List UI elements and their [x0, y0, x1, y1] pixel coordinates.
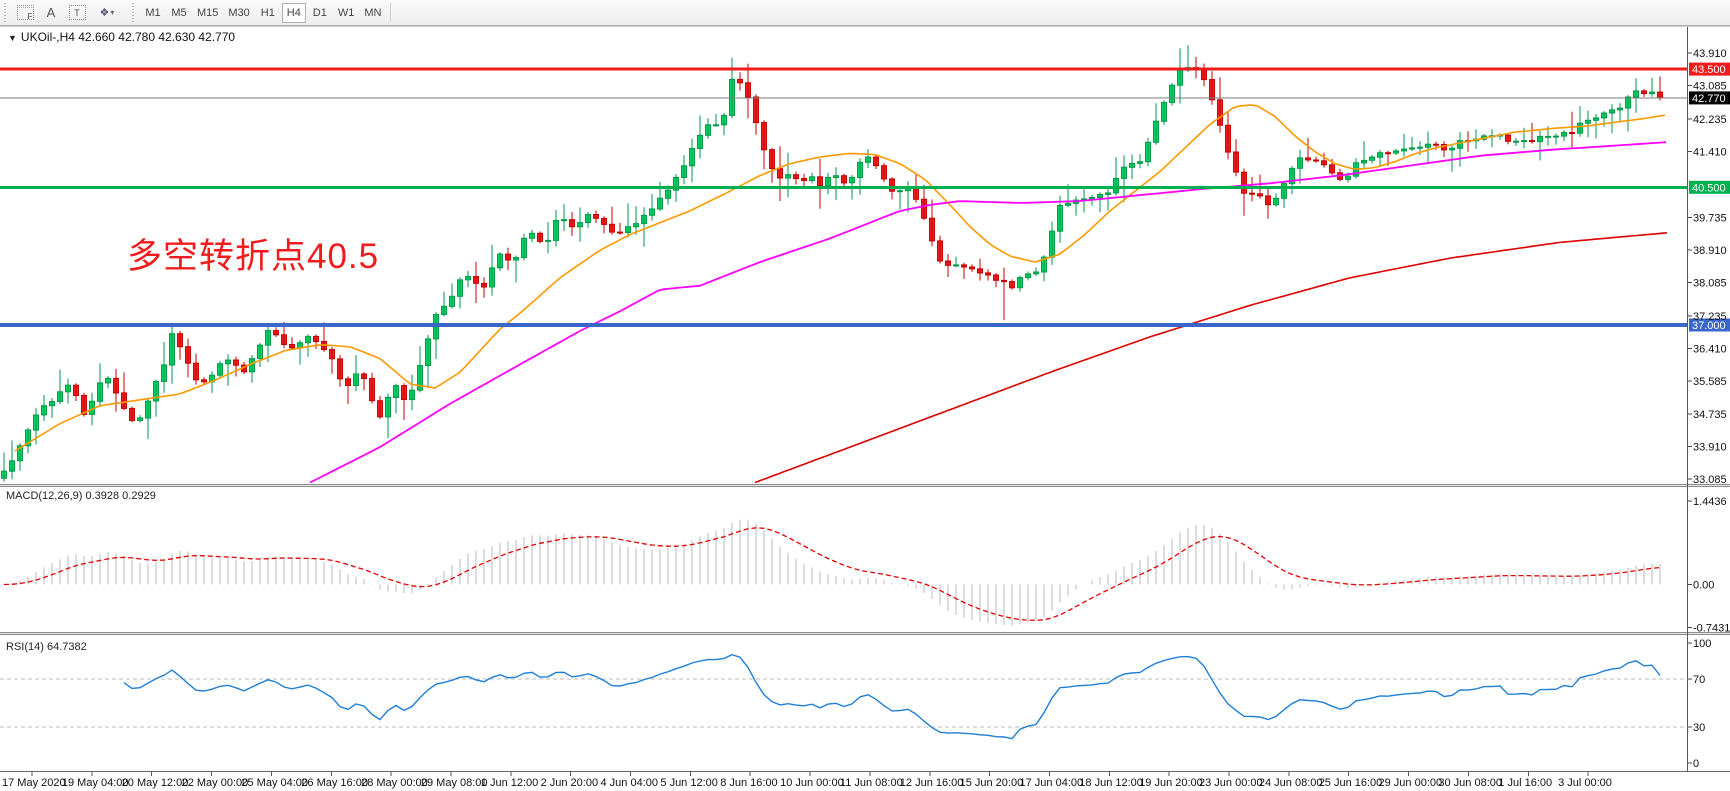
time-axis-label: 19 May 04:00 [62, 777, 129, 789]
timeframe-w1-button[interactable]: W1 [334, 3, 359, 23]
macd-layer [3, 519, 1661, 626]
macd-tick-label: -0.7431 [1693, 623, 1730, 635]
time-axis-label: 1 Jun 12:00 [481, 777, 539, 789]
macd-signal-line [3, 527, 1661, 621]
rsi-tick-label: 0 [1693, 758, 1699, 770]
pane-splitter[interactable] [0, 484, 1730, 487]
time-axis-label: 17 Jun 04:00 [1020, 777, 1084, 789]
price-level-badge [1689, 91, 1730, 105]
price-tick-label: 33.910 [1693, 442, 1727, 454]
toolbar-drag-handle[interactable] [2, 3, 9, 22]
arrows-tool-button[interactable]: ❖ ▾ [90, 2, 124, 23]
price-tick-label: 38.910 [1693, 245, 1727, 257]
timeframe-mn-button[interactable]: MN [360, 3, 385, 23]
timeframe-toolbar-drag-handle[interactable] [130, 3, 137, 22]
price-level-badge [1689, 62, 1730, 76]
price-level-badge [1689, 180, 1730, 194]
price-level-badge [1689, 318, 1730, 332]
timeframe-m5-button[interactable]: M5 [167, 3, 191, 23]
timeframe-m15-button[interactable]: M15 [193, 3, 222, 23]
time-axis-label: 28 May 00:00 [361, 777, 428, 789]
timeframe-h4-button[interactable]: H4 [281, 2, 306, 23]
time-axis-label: 15 Jun 20:00 [960, 777, 1024, 789]
price-tick-label: 36.410 [1693, 343, 1727, 355]
price-tick-label: 41.410 [1693, 146, 1727, 158]
time-axis-label: 23 Jun 00:00 [1199, 777, 1263, 789]
text-label-icon: T [68, 5, 86, 20]
time-axis-label: 30 Jun 08:00 [1438, 777, 1502, 789]
rsi-tick-label: 100 [1693, 638, 1711, 650]
ma-slow-red-line [754, 232, 1668, 484]
chevron-down-icon: ▾ [110, 8, 115, 17]
candles-layer [1, 45, 1663, 482]
time-axis-label: 25 May 04:00 [241, 777, 308, 789]
macd-tick-label: 1.4436 [1693, 496, 1727, 508]
macd-histogram [11, 519, 1661, 626]
time-axis-label: 19 Jun 20:00 [1139, 777, 1203, 789]
rsi-indicator-label: RSI(14) 64.7382 [6, 641, 87, 653]
time-axis-label: 11 Jun 08:00 [840, 777, 903, 789]
timeframe-m1-button[interactable]: M1 [141, 3, 165, 23]
time-axis-label: 4 Jun 04:00 [601, 777, 659, 789]
time-axis-label: 22 May 00:00 [182, 777, 249, 789]
price-tick-label: 42.235 [1693, 114, 1727, 126]
rsi-line [123, 653, 1661, 740]
time-axis-label: 25 Jun 16:00 [1319, 777, 1383, 789]
time-axis-label: 17 May 2020 [2, 777, 66, 789]
ma-mid-magenta-line [309, 141, 1667, 484]
pane-splitter[interactable] [0, 632, 1730, 635]
chart-canvas[interactable]: 43.500 40.500 37.000 42.770 43.910 43.085 42.2… [0, 25, 1730, 791]
time-axis-label: 20 May 12:00 [122, 777, 189, 789]
collapse-triangle-icon: ▼ [8, 33, 17, 43]
price-tick-label: 43.085 [1693, 81, 1727, 93]
main-toolbar: F A T ❖ ▾ M1 M5 M15 M30 H1 H4 D1 W1 MN [0, 0, 1730, 26]
price-tick-label: 37.235 [1693, 311, 1727, 323]
symbol-ohlc-text: UKOil-,H4 42.660 42.780 42.630 42.770 [20, 30, 236, 44]
price-tick-label: 38.085 [1693, 277, 1727, 289]
time-axis-label: 2 Jun 20:00 [541, 777, 599, 789]
fibonacci-icon: F [16, 5, 34, 21]
price-tick-label: 39.735 [1693, 212, 1727, 224]
macd-tick-label: 0.00 [1693, 580, 1714, 592]
text-label-tool-button[interactable]: T [64, 2, 90, 23]
chart-symbol-title[interactable]: ▼ UKOil-,H4 42.660 42.780 42.630 42.770 [8, 30, 235, 44]
time-axis-label: 12 Jun 16:00 [900, 777, 964, 789]
time-axis-label: 24 Jun 08:00 [1259, 777, 1323, 789]
time-axis-label: 26 May 16:00 [301, 777, 368, 789]
time-axis-label: 10 Jun 00:00 [780, 777, 844, 789]
time-axis-label: 8 Jun 16:00 [720, 777, 778, 789]
price-tick-label: 35.585 [1693, 376, 1727, 388]
time-axis-label: 1 Jul 16:00 [1498, 777, 1552, 789]
time-axis-label: 5 Jun 12:00 [660, 777, 718, 789]
price-level-badge-text: 43.500 [1692, 64, 1726, 76]
timeframe-d1-button[interactable]: D1 [308, 3, 332, 23]
time-axis-label: 3 Jul 00:00 [1558, 777, 1612, 789]
toolbar-separator [390, 3, 392, 22]
price-level-badge-text: 37.000 [1692, 320, 1726, 332]
price-tick-label: 33.085 [1693, 474, 1727, 486]
timeframe-h1-button[interactable]: H1 [256, 3, 280, 23]
price-level-badge-text: 42.770 [1692, 93, 1726, 105]
price-level-badge-text: 40.500 [1692, 182, 1726, 194]
fibonacci-tool-button[interactable]: F [12, 2, 38, 23]
time-axis-label: 18 Jun 12:00 [1079, 777, 1143, 789]
macd-indicator-label: MACD(12,26,9) 0.3928 0.2929 [6, 490, 156, 502]
time-axis-label: 29 May 08:00 [421, 777, 488, 789]
ma-fast-orange-line [14, 104, 1666, 452]
chart-annotation-text: 多空转折点40.5 [127, 237, 380, 276]
arrows-icon: ❖ [99, 7, 110, 19]
rsi-tick-label: 70 [1693, 674, 1705, 686]
text-tool-button[interactable]: A [38, 2, 64, 23]
text-tool-icon: A [46, 5, 56, 20]
price-tick-label: 43.910 [1693, 48, 1727, 60]
rsi-tick-label: 30 [1693, 722, 1705, 734]
price-tick-label: 34.735 [1693, 409, 1727, 421]
timeframe-m30-button[interactable]: M30 [224, 3, 253, 23]
time-axis-label: 29 Jun 00:00 [1379, 777, 1443, 789]
